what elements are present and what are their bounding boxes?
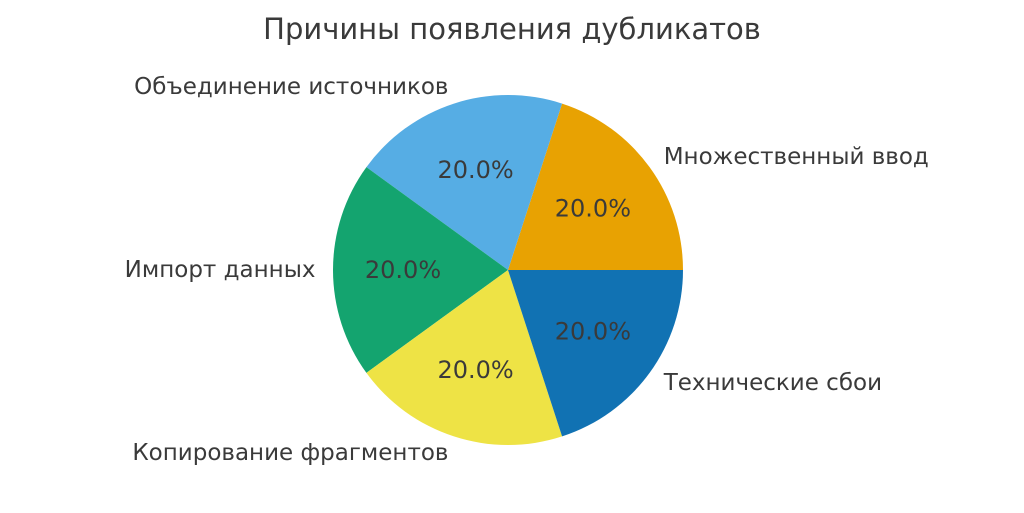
pie-percent-label-3: 20.0%: [437, 356, 513, 384]
pie-category-label-0: Множественный ввод: [664, 144, 929, 170]
pie-category-label-3: Копирование фрагментов: [132, 440, 448, 466]
pie-category-label-4: Технические сбои: [663, 370, 882, 396]
pie-slice-1: [366, 95, 563, 270]
pie-category-label-1: Объединение источников: [134, 74, 448, 100]
pie-slice-4: [508, 270, 683, 437]
pie-percent-label-0: 20.0%: [555, 194, 631, 222]
pie-percent-label-4: 20.0%: [555, 318, 631, 346]
pie-slice-3: [366, 270, 563, 445]
pie-percent-label-2: 20.0%: [365, 256, 441, 284]
pie-category-label-2: Импорт данных: [125, 257, 316, 283]
pie-slice-2: [332, 167, 508, 373]
chart-title: Причины появления дубликатов: [263, 12, 761, 46]
pie-percent-label-1: 20.0%: [437, 156, 513, 184]
pie-slice-0: [508, 103, 683, 270]
